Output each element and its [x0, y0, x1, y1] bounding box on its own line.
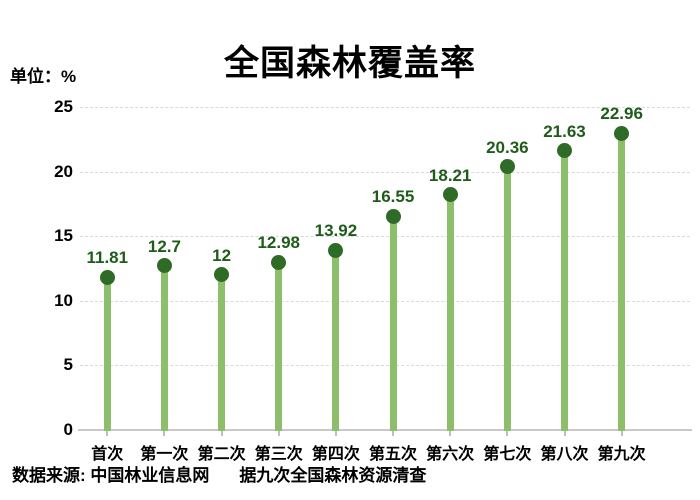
lollipop-stem: [218, 274, 226, 431]
x-axis-tick: [334, 430, 337, 436]
gridline: [80, 365, 690, 367]
data-value-label: 18.21: [428, 165, 472, 185]
lollipop-stem: [275, 262, 283, 431]
unit-label: 单位：%: [10, 67, 77, 86]
chart-title: 全国森林覆盖率: [223, 44, 476, 84]
lollipop-dot: [442, 187, 458, 203]
x-axis-category-label: 第五次: [369, 446, 418, 463]
x-axis-category-label: 第三次: [254, 446, 303, 463]
lollipop-stem: [503, 166, 511, 431]
lollipop-stem: [332, 250, 340, 431]
lollipop-stem: [160, 265, 168, 431]
lollipop-stem: [103, 277, 111, 431]
lollipop-stem: [618, 133, 626, 431]
lollipop-dot: [557, 143, 572, 159]
lollipop-dot: [385, 208, 401, 224]
x-axis-tick: [106, 430, 109, 436]
lollipop-dot: [614, 125, 630, 141]
x-axis-category-label: 第七次: [483, 446, 532, 463]
survey-note-text: 据九次全国森林资源清查: [239, 466, 427, 485]
lollipop-stem: [561, 150, 568, 431]
x-axis-category-label: 第二次: [197, 446, 246, 463]
x-axis-category-label: 第一次: [140, 446, 189, 463]
data-value-label: 12: [212, 245, 232, 265]
x-axis-category-label: 第六次: [426, 446, 475, 463]
data-value-label: 22.96: [600, 104, 643, 124]
data-value-label: 11.81: [86, 248, 129, 268]
y-axis-tick-label: 20: [54, 161, 73, 181]
gridline: [80, 107, 690, 108]
x-axis-tick: [277, 430, 280, 436]
y-axis-tick-label: 0: [63, 420, 73, 439]
y-axis-tick-label: 25: [54, 97, 73, 116]
x-axis-category-label: 第四次: [311, 446, 360, 463]
x-axis-category-label: 首次: [91, 446, 124, 463]
x-axis-tick: [620, 430, 623, 436]
lollipop-dot: [328, 242, 344, 258]
x-axis-tick: [392, 430, 395, 436]
data-value-label: 12.7: [147, 236, 181, 256]
lollipop-dot: [271, 254, 287, 270]
lollipop-stem: [389, 216, 397, 431]
x-axis-category-label: 第八次: [540, 446, 589, 463]
x-axis-tick: [563, 430, 566, 436]
lollipop-dot: [499, 159, 515, 175]
gridline: [80, 236, 690, 238]
gridline: [80, 171, 690, 173]
data-source-text: 数据来源: 中国林业信息网: [12, 466, 210, 485]
x-axis-tick: [163, 430, 166, 436]
x-axis-line: [78, 429, 692, 431]
x-axis-category-label: 第九次: [597, 446, 646, 463]
data-value-label: 16.55: [371, 187, 415, 207]
data-value-label: 12.98: [257, 233, 301, 253]
lollipop-stem: [446, 194, 454, 431]
y-axis-tick-label: 5: [63, 355, 73, 375]
data-value-label: 21.63: [543, 121, 586, 141]
source-line: 数据来源: 中国林业信息网 据九次全国森林资源清查: [12, 461, 426, 486]
gridline: [80, 300, 690, 302]
data-value-label: 13.92: [314, 221, 358, 241]
data-value-label: 20.36: [486, 137, 529, 157]
x-axis-tick: [449, 430, 452, 436]
x-axis-tick: [506, 430, 509, 436]
lollipop-dot: [99, 269, 115, 285]
lollipop-dot: [156, 258, 172, 274]
x-axis-tick: [220, 430, 223, 436]
y-axis-tick-label: 10: [54, 290, 73, 310]
y-axis-tick-label: 15: [54, 226, 73, 246]
lollipop-dot: [214, 267, 230, 283]
